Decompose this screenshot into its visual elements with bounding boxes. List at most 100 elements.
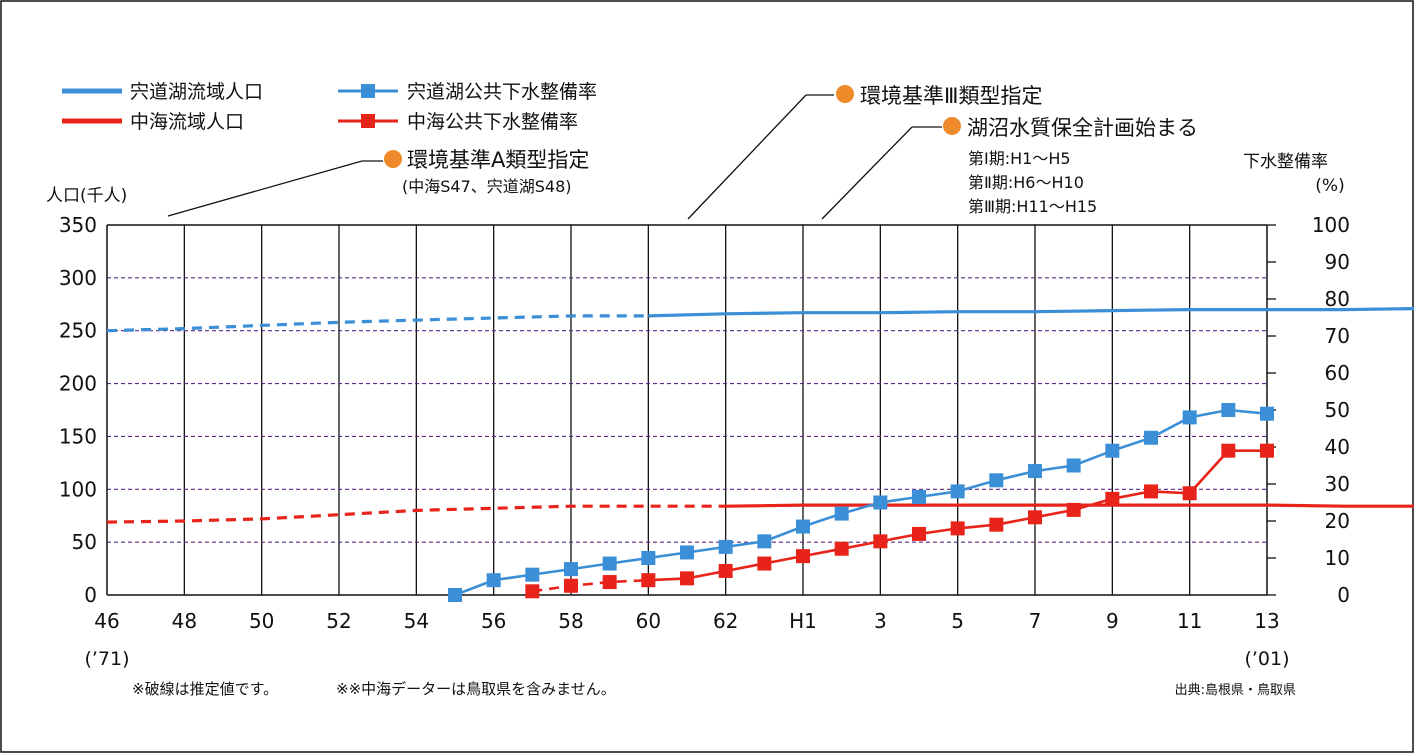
series-shinjiko-sewerage-point <box>1260 406 1274 421</box>
left-tick-label: 50 <box>72 530 97 554</box>
annotation-a-note: (中海S47、宍道湖S48) <box>402 177 572 196</box>
right-tick-label: 100 <box>1312 213 1350 237</box>
series-shinjiko-sewerage-point <box>757 534 772 549</box>
x-tick-label: 11 <box>1177 609 1202 633</box>
left-tick-label: 350 <box>59 213 97 237</box>
series-shinjiko-sewerage-point <box>1182 410 1197 425</box>
legend-marker-shinjiko-sewer <box>361 84 375 98</box>
x-tick-label: 13 <box>1254 609 1279 633</box>
series-nakaumi-sewerage-point <box>602 575 617 590</box>
x-tick-label: 56 <box>481 609 506 633</box>
series-nakaumi-sewerage-point <box>718 563 733 578</box>
x-tick-label: 50 <box>249 609 274 633</box>
legend-label-nakaumi-sewer: 中海公共下水整備率 <box>407 111 578 133</box>
right-tick-label: 30 <box>1325 472 1350 496</box>
series-shinjiko-population-dashed-line <box>106 314 649 333</box>
series-nakaumi-sewerage-point <box>1066 502 1081 517</box>
series-nakaumi-sewerage-point <box>757 556 772 571</box>
series-nakaumi-sewerage-point <box>1144 484 1158 499</box>
right-tick-label: 0 <box>1337 583 1350 607</box>
series-shinjiko-sewerage-point <box>950 484 965 499</box>
series-nakaumi-sewerage-point <box>564 578 578 593</box>
legend-label-shinjiko-sewer: 宍道湖公共下水整備率 <box>407 81 597 103</box>
series-shinjiko-sewerage-point <box>1144 430 1158 445</box>
footnote-nakaumi: ※※中海データーは鳥取県を含みません。 <box>336 680 616 698</box>
series-nakaumi-sewerage-point <box>989 517 1004 532</box>
left-tick-label: 300 <box>59 266 97 290</box>
series-shinjiko-sewerage-point <box>989 473 1004 488</box>
series-shinjiko-sewerage-point <box>834 506 849 521</box>
x-tick-label: 7 <box>1029 609 1042 633</box>
x-tick-label: 46 <box>94 609 119 633</box>
annotation-iii-bullet <box>836 85 854 103</box>
right-tick-label: 40 <box>1325 435 1350 459</box>
left-tick-label: 200 <box>59 372 97 396</box>
x-tick-label: 9 <box>1106 609 1119 633</box>
left-tick-label: 100 <box>59 477 97 501</box>
annotation-a-bullet <box>384 150 402 168</box>
left-tick-label: 0 <box>84 583 97 607</box>
legend: 宍道湖流域人口 宍道湖公共下水整備率 中海流域人口 中海公共下水整備率 <box>62 81 597 133</box>
series-nakaumi-sewerage-point <box>641 573 656 588</box>
left-tick-label: 150 <box>59 424 97 448</box>
series-shinjiko-sewerage-point <box>486 573 501 588</box>
left-axis-title: 人口(千人) <box>46 186 127 206</box>
annotation-a-leader <box>167 160 363 217</box>
series-shinjiko-sewerage-point <box>873 495 888 510</box>
right-axis-ticks: 0 10 20 30 40 50 60 70 80 90 100 <box>1267 213 1350 607</box>
annotation-plan-phase1: 第Ⅰ期:H1〜H5 <box>968 149 1071 168</box>
plot-grid <box>107 225 1267 595</box>
series-nakaumi-sewerage-point <box>1221 443 1236 458</box>
series-shinjiko-sewerage-point <box>1066 458 1081 473</box>
series-shinjiko-sewerage-point <box>1221 403 1236 417</box>
right-tick-label: 10 <box>1325 546 1350 570</box>
x-start-note: (’71) <box>84 648 129 670</box>
annotation-iii-title: 環境基準Ⅲ類型指定 <box>860 84 1042 108</box>
left-axis-ticks: 0 50 100 150 200 250 300 350 <box>59 213 97 607</box>
series-shinjiko-sewerage-point <box>602 556 617 571</box>
series-nakaumi-sewerage-point <box>525 584 540 599</box>
series-shinjiko-sewerage-line <box>454 408 1268 597</box>
annotation-a-title: 環境基準A類型指定 <box>407 148 589 172</box>
right-tick-label: 80 <box>1325 287 1350 311</box>
left-tick-label: 250 <box>59 319 97 343</box>
right-tick-label: 20 <box>1325 509 1350 533</box>
series-nakaumi-sewerage-point <box>1182 486 1197 501</box>
series-nakaumi-sewerage-dashed-line <box>532 578 649 593</box>
series-nakaumi-sewerage-point <box>680 571 694 586</box>
series-nakaumi-sewerage-point <box>912 526 926 541</box>
series-nakaumi-sewerage-point <box>796 549 810 564</box>
series-nakaumi-sewerage-point <box>1028 510 1042 525</box>
series-shinjiko-sewerage-point <box>1028 464 1042 479</box>
series-shinjiko-sewerage-point <box>525 567 540 582</box>
series-shinjiko-sewerage-point <box>718 539 733 554</box>
right-tick-label: 70 <box>1325 324 1350 348</box>
right-axis-unit: (%) <box>1315 176 1344 196</box>
legend-marker-nakaumi-sewer <box>361 114 375 128</box>
x-tick-label: 5 <box>951 609 964 633</box>
series-shinjiko-sewerage-point <box>1105 443 1120 458</box>
series-nakaumi-sewerage-point <box>873 534 888 549</box>
series-nakaumi-population-dashed-line <box>106 504 726 524</box>
series-shinjiko-sewerage-point <box>680 545 694 560</box>
annotation-plan-leader <box>821 126 913 220</box>
x-tick-label: 54 <box>404 609 429 633</box>
x-end-note: (’01) <box>1244 648 1289 670</box>
right-tick-label: 50 <box>1325 398 1350 422</box>
x-tick-label: 60 <box>636 609 661 633</box>
series-nakaumi-sewerage-point <box>950 521 965 536</box>
series-nakaumi-sewerage-point <box>1260 443 1274 458</box>
x-tick-label: H1 <box>789 609 817 633</box>
series-nakaumi-sewerage-point <box>834 541 849 556</box>
plot-axes <box>106 224 1268 596</box>
series-shinjiko-sewerage-point <box>912 489 926 504</box>
legend-label-shinjiko-pop: 宍道湖流域人口 <box>130 81 263 103</box>
x-tick-label: 52 <box>326 609 351 633</box>
annotation-iii-leader <box>687 94 807 220</box>
annotation-plan-phase2: 第Ⅱ期:H6〜H10 <box>968 173 1084 192</box>
x-tick-label: 58 <box>558 609 583 633</box>
legend-label-nakaumi-pop: 中海流域人口 <box>130 111 244 133</box>
series-shinjiko-population-line <box>648 307 1414 318</box>
